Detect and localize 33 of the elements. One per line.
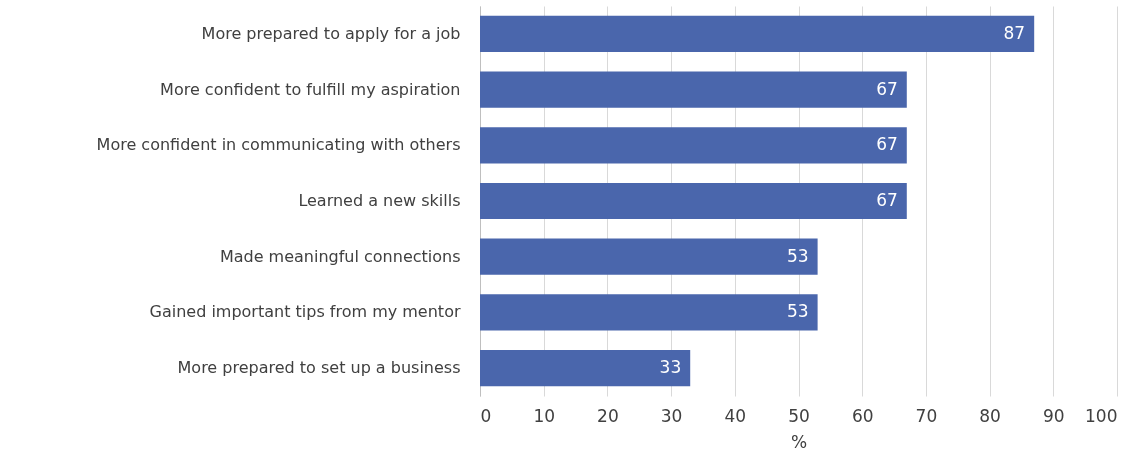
bar [480,350,691,387]
bar [480,182,907,220]
y-tick-label: Made meaningful connections [219,246,461,266]
x-tick-label: 100 [1085,405,1118,426]
x-tick-label: 70 [915,405,938,426]
data-label: 67 [876,78,898,99]
y-tick-label: More confident in communicating with others [96,135,461,155]
x-tick-label: 0 [480,405,492,426]
x-tick-label: 30 [660,405,683,426]
y-tick-label: Gained important tips from my mentor [149,302,461,322]
bar [480,15,1035,52]
x-tick-label: 20 [597,405,619,426]
bar [480,238,818,275]
data-label: 53 [786,245,809,266]
y-tick-label: Learned a new skills [298,191,461,210]
data-label: 33 [659,357,682,378]
data-label: 67 [876,134,898,155]
x-tick-label: 80 [979,405,1001,426]
bar [480,127,907,164]
y-tick-label: More prepared to set up a business [177,358,461,378]
x-tick-label: 10 [533,405,556,426]
x-axis-title: % [790,431,808,452]
x-tick-label: 50 [788,405,810,426]
data-label: 53 [786,301,809,322]
data-label: 87 [1003,22,1026,43]
data-label: 67 [876,190,898,210]
x-tick-label: 60 [851,405,874,426]
bar [480,71,907,108]
y-tick-label: More prepared to apply for a job [201,23,461,43]
x-tick-label: 90 [1042,405,1065,426]
y-tick-label: More confident to fulfill my aspiration [160,79,461,99]
x-tick-label: 40 [724,405,747,426]
bar [480,294,818,331]
